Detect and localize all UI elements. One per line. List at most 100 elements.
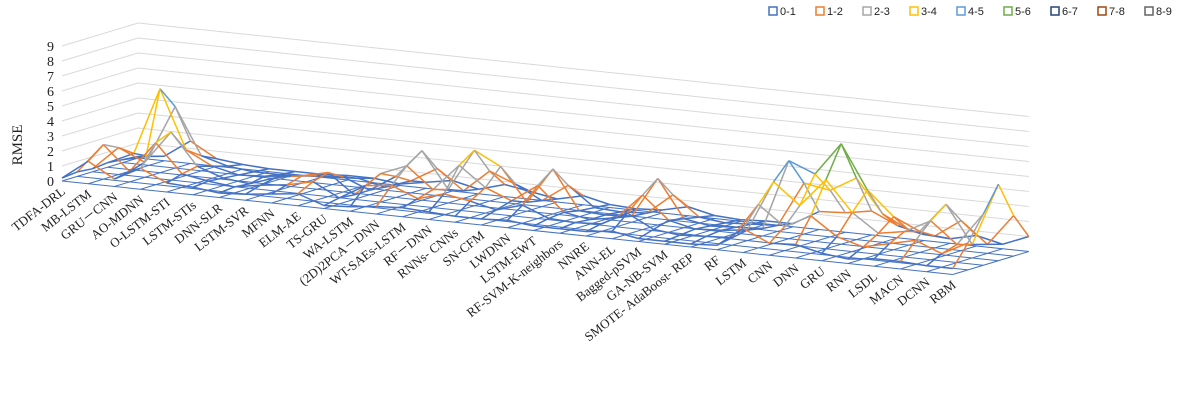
surface-segment [642, 177, 659, 196]
surface-segment [952, 242, 969, 269]
legend-swatch [1003, 6, 1013, 16]
surface-segment [851, 211, 879, 234]
surface-segment [201, 155, 228, 167]
category-label: GRU [797, 263, 828, 292]
z-tick-label: 1 [47, 160, 54, 175]
surface-segment [92, 162, 108, 170]
surface-segment [710, 222, 726, 227]
wall-gridline [61, 67, 1029, 162]
surface-segment [402, 198, 419, 209]
surface-segment [757, 181, 775, 205]
surface-segment [522, 204, 550, 220]
surface-segment [605, 211, 621, 216]
surface-segment [941, 243, 958, 255]
category-label: CNN [744, 257, 775, 286]
surface-segment [312, 181, 340, 199]
surface-segment [264, 173, 281, 177]
surface-segment [506, 204, 524, 221]
surface-segment [930, 203, 947, 222]
surface-segment [945, 203, 973, 245]
surface-segment [731, 229, 748, 239]
surface-segment [638, 228, 654, 240]
surface-segment [694, 228, 722, 232]
z-tick-label: 9 [47, 40, 54, 55]
surface-segment [107, 158, 123, 164]
surface-segment [253, 171, 281, 176]
surface-segment [338, 184, 366, 199]
surface-segment [956, 213, 984, 246]
surface-segment [238, 174, 265, 177]
surface-segment [997, 183, 1015, 216]
surface-segment [863, 242, 890, 248]
surface-segment [391, 165, 408, 186]
surface-segment [421, 150, 449, 190]
surface-segment [166, 173, 183, 184]
surface-segment [930, 220, 958, 246]
surface-segment [611, 230, 639, 240]
legend-label: 6-7 [1062, 6, 1078, 18]
surface-segment [1012, 215, 1030, 237]
floor-gridline [952, 251, 1029, 275]
surface-segment [238, 171, 254, 176]
floor-gridline [454, 198, 532, 223]
legend-swatch [956, 6, 966, 16]
surface-segment [369, 175, 397, 191]
surface-segment [690, 243, 718, 246]
surface-segment [773, 181, 801, 207]
surface-segment [960, 220, 977, 237]
surface-segment [814, 143, 842, 175]
surface-segment [982, 183, 1000, 215]
surface-segment [245, 184, 261, 195]
surface-segment [87, 144, 104, 162]
surface-segment [653, 228, 680, 236]
surface-segment [889, 239, 916, 245]
floor-gridline [795, 234, 872, 259]
surface-segment [402, 207, 429, 213]
surface-segment [196, 165, 224, 179]
surface-segment [454, 215, 482, 220]
surface-segment [873, 243, 890, 260]
surface-segment [185, 149, 213, 167]
surface-segment [323, 204, 351, 208]
surface-segment [579, 206, 595, 212]
surface-segment [297, 193, 325, 207]
surface-segment [803, 182, 820, 212]
surface-segment [380, 172, 396, 178]
surface-segment [102, 144, 131, 172]
surface-segment [762, 224, 778, 230]
surface-segment [574, 218, 591, 224]
legend-label: 0-1 [780, 6, 796, 18]
surface-segment [533, 217, 550, 227]
z-tick-label: 7 [47, 70, 54, 85]
surface-segment [436, 168, 453, 182]
surface-segment [736, 223, 752, 228]
surface-segment [871, 210, 899, 227]
z-tick-label: 6 [47, 85, 54, 100]
surface-segment [541, 184, 569, 202]
surface-segment [710, 225, 737, 228]
floor-gridline [271, 179, 348, 204]
surface-segment [286, 175, 303, 186]
surface-segment [159, 88, 176, 108]
surface-segment [61, 160, 89, 179]
surface-segment [260, 176, 277, 186]
wall-gridline [61, 37, 1029, 132]
surface-segment [721, 226, 737, 232]
surface-segment [579, 209, 606, 216]
surface-segment [904, 220, 932, 233]
surface-segment [223, 177, 250, 185]
wall-gridline [61, 82, 1029, 177]
surface-segment [626, 194, 644, 214]
surface-segment [496, 200, 512, 211]
surface-segment [275, 175, 292, 179]
wall-gridline [61, 22, 1029, 117]
surface-segment [530, 191, 558, 200]
surface-segment [679, 234, 707, 238]
surface-segment [690, 235, 707, 245]
surface-segment [840, 143, 869, 191]
surface-segment [590, 217, 617, 221]
surface-segment [851, 189, 869, 213]
surface-segment [825, 179, 853, 214]
legend-swatch [815, 6, 825, 16]
surface-segment [574, 221, 602, 225]
